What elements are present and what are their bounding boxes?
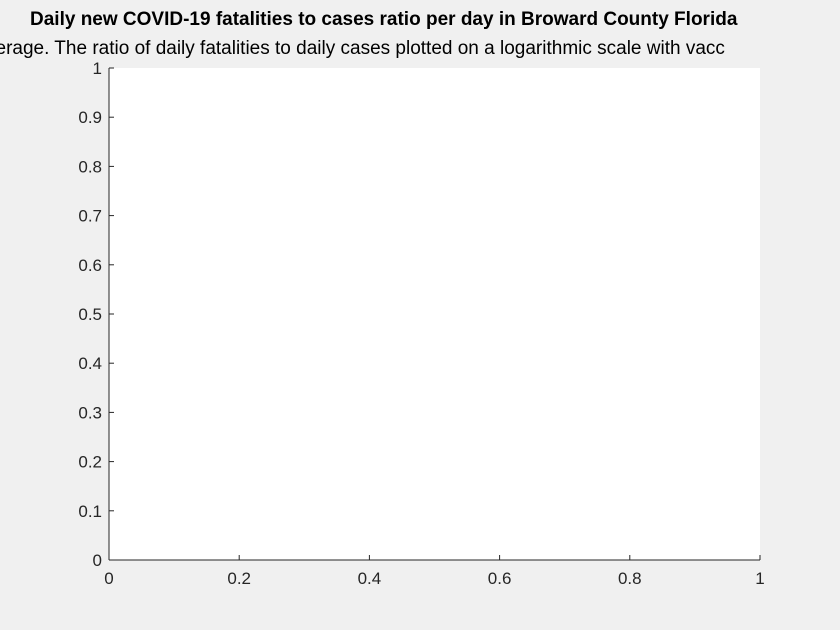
x-tick-label: 0.6 bbox=[488, 569, 512, 588]
x-tick-label: 0 bbox=[104, 569, 113, 588]
x-tick-label: 0.4 bbox=[358, 569, 382, 588]
x-tick-label: 0.2 bbox=[227, 569, 251, 588]
chart-subtitle: verage. The ratio of daily fatalities to… bbox=[0, 38, 725, 59]
y-tick-label: 0.2 bbox=[78, 453, 102, 472]
y-tick-label: 0.4 bbox=[78, 354, 102, 373]
x-ticks: 0 0.2 0.4 0.6 0.8 1 bbox=[104, 555, 765, 588]
y-tick-label: 0.8 bbox=[78, 157, 102, 176]
y-tick-label: 0.6 bbox=[78, 256, 102, 275]
y-tick-label: 0.9 bbox=[78, 108, 102, 127]
y-tick-label: 0.7 bbox=[78, 207, 102, 226]
x-tick-label: 1 bbox=[755, 569, 764, 588]
axes-background bbox=[109, 68, 760, 560]
y-tick-label: 1 bbox=[93, 59, 102, 78]
x-tick-label: 0.8 bbox=[618, 569, 642, 588]
y-tick-label: 0.3 bbox=[78, 403, 102, 422]
y-tick-label: 0.5 bbox=[78, 305, 102, 324]
y-tick-label: 0.1 bbox=[78, 502, 102, 521]
y-tick-label: 0 bbox=[93, 551, 102, 570]
y-ticks: 0 0.1 0.2 0.3 0.4 0.5 0.6 0.7 0.8 0.9 1 bbox=[78, 59, 114, 570]
chart-title: Daily new COVID-19 fatalities to cases r… bbox=[30, 9, 738, 30]
